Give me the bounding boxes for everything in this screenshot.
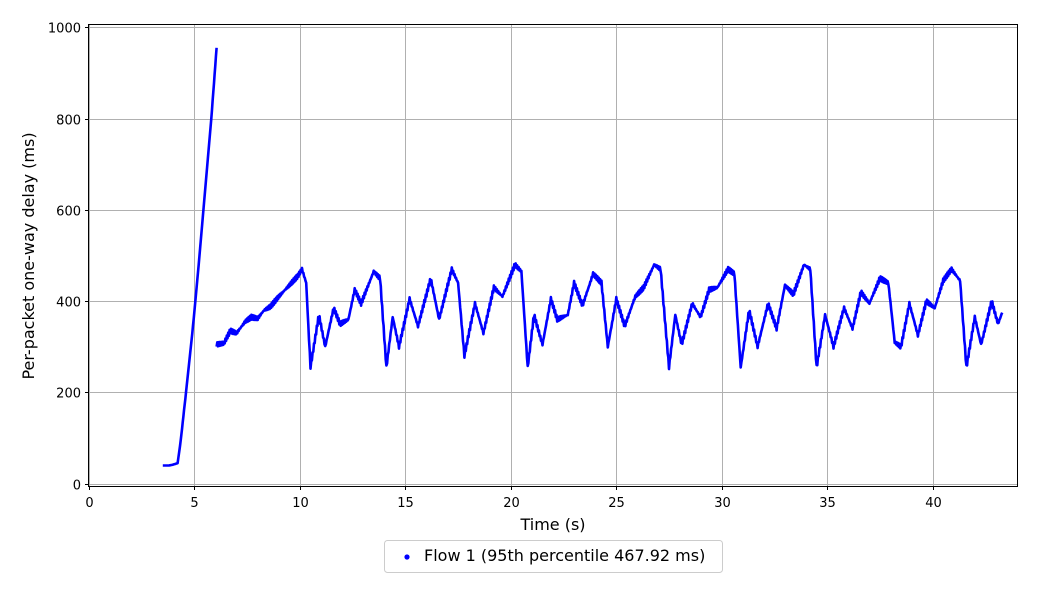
series-layer — [162, 47, 1004, 467]
y-tick-label: 400 — [56, 296, 81, 311]
x-tick-label: 5 — [190, 496, 198, 511]
x-tick-label: 25 — [608, 496, 625, 511]
legend-box — [384, 540, 723, 573]
y-tick-label: 800 — [56, 114, 81, 129]
y-tick-label: 1000 — [48, 22, 81, 37]
x-axis-label: Time (s) — [519, 515, 585, 534]
x-tick-label: 15 — [397, 496, 414, 511]
legend-marker-icon — [404, 554, 410, 560]
y-tick-label: 200 — [56, 387, 81, 402]
plot-frame — [88, 24, 1018, 487]
legend-label: Flow 1 (95th percentile 467.92 ms) — [424, 546, 705, 565]
y-axis-label: Per-packet one-way delay (ms) — [19, 132, 38, 379]
grid — [89, 25, 1017, 486]
x-tick-label: 35 — [819, 496, 836, 511]
y-tick-label: 600 — [56, 205, 81, 220]
legend: Flow 1 (95th percentile 467.92 ms) — [384, 540, 723, 573]
x-tick-label: 0 — [85, 496, 93, 511]
series-flow-1-segment — [162, 47, 218, 467]
series-flow-1-segment — [215, 262, 1004, 371]
x-tick-label: 20 — [503, 496, 520, 511]
x-tick-label: 10 — [292, 496, 309, 511]
x-tick-label: 30 — [714, 496, 731, 511]
y-tick-label: 0 — [73, 479, 81, 494]
x-tick-label: 40 — [925, 496, 942, 511]
